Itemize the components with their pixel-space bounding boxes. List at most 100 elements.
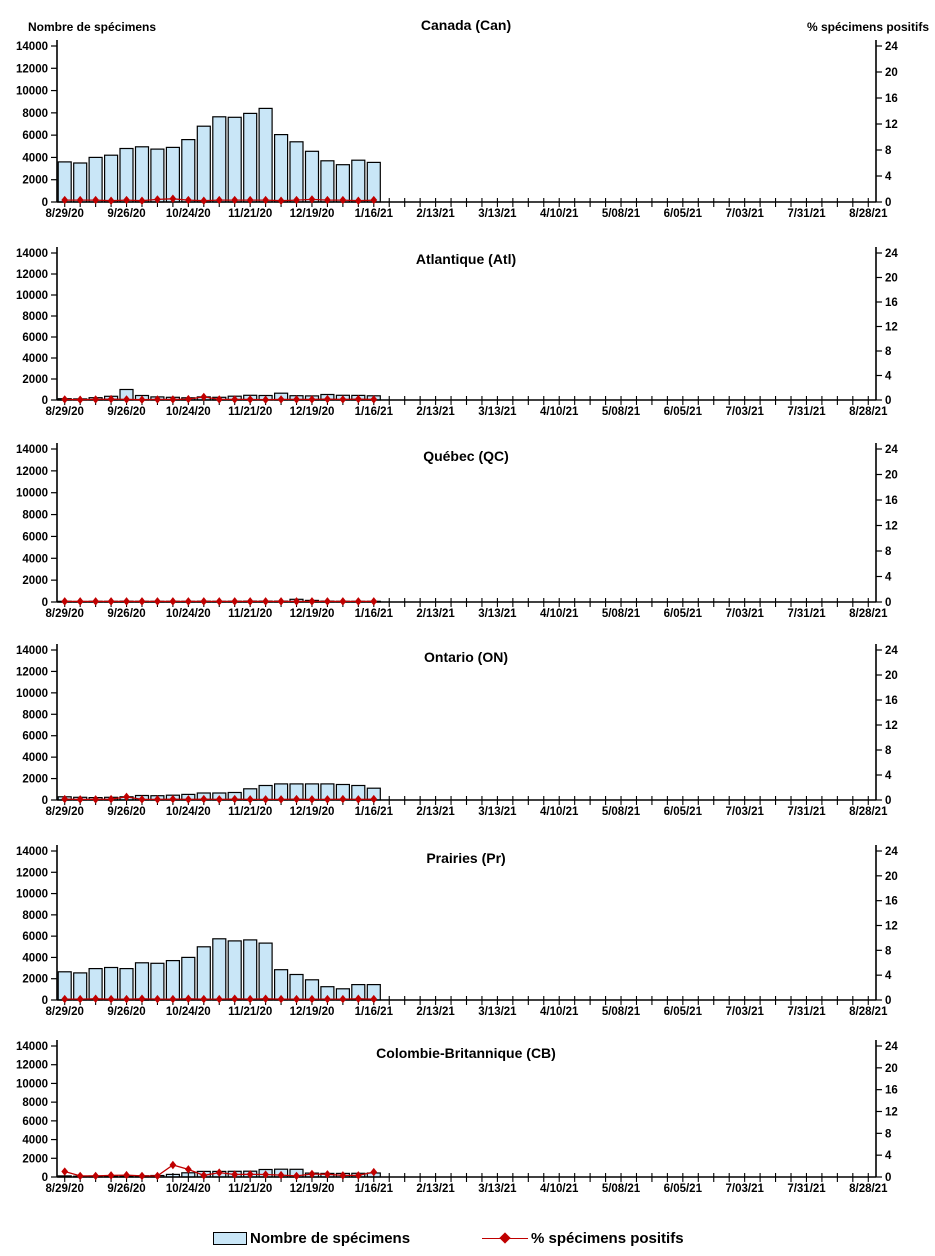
left-axis-tick-label: 6000: [22, 531, 48, 543]
right-axis-tick-label: 4: [885, 970, 892, 982]
diamond-marker-icon: [370, 1167, 378, 1177]
bar: [103, 154, 119, 203]
diamond-marker-icon: [169, 994, 177, 1004]
x-axis-tick-label: 10/24/20: [166, 806, 211, 818]
right-axis-tick-label: 16: [885, 896, 898, 908]
left-axis-tick-label: 2000: [22, 974, 48, 986]
diamond-marker-icon: [154, 1171, 161, 1181]
left-axis-tick-label: 10000: [16, 488, 48, 500]
bar: [289, 141, 304, 203]
diamond-marker-icon: [262, 1170, 270, 1179]
diamond-marker-icon: [123, 1170, 130, 1180]
right-axis-tick-label: 0: [885, 197, 891, 209]
right-axis-tick-label: 20: [885, 273, 898, 285]
right-axis-tick-label: 24: [885, 645, 898, 657]
bar: [258, 107, 273, 203]
diamond-marker-icon: [76, 994, 84, 1004]
x-axis-tick-label: 7/31/21: [787, 806, 826, 818]
bar: [243, 112, 258, 203]
right-axis-tick-label: 4: [885, 572, 892, 584]
left-axis-tick-label: 12000: [16, 269, 48, 281]
diamond-marker-icon: [262, 597, 270, 606]
diamond-marker-icon: [293, 597, 300, 606]
x-axis-tick-label: 8/28/21: [849, 406, 888, 418]
left-axis-tick-label: 0: [42, 395, 48, 407]
left-axis-tick-label: 2000: [22, 175, 48, 187]
diamond-marker-icon: [308, 597, 316, 606]
bar: [181, 139, 196, 203]
right-axis-tick-label: 24: [885, 41, 898, 53]
x-axis-tick-label: 3/13/21: [478, 806, 517, 818]
diamond-marker-icon: [154, 597, 161, 606]
left-axis-tick-label: 8000: [22, 1097, 48, 1109]
right-axis-tick-label: 24: [885, 248, 898, 260]
diamond-marker-icon: [277, 994, 285, 1004]
diamond-marker-icon: [92, 195, 100, 205]
x-axis-tick-label: 7/03/21: [726, 1006, 765, 1018]
left-axis-tick-label: 6000: [22, 731, 48, 743]
right-axis-title: % spécimens positifs: [806, 20, 929, 34]
right-axis-tick-label: 20: [885, 670, 898, 682]
diamond-marker-icon: [308, 795, 316, 804]
diamond-marker-icon: [123, 597, 130, 606]
bar: [304, 150, 320, 203]
x-axis-tick-label: 7/31/21: [787, 208, 826, 220]
diamond-marker-icon: [308, 1169, 316, 1179]
diamond-marker-icon: [339, 1171, 347, 1180]
diamond-marker-icon: [354, 597, 362, 606]
x-axis-tick-label: 12/19/20: [290, 208, 335, 220]
right-axis-tick-label: 12: [885, 521, 898, 533]
right-axis-tick-label: 16: [885, 695, 898, 707]
x-axis-tick-label: 7/03/21: [726, 806, 765, 818]
x-axis-tick-label: 4/10/21: [540, 806, 579, 818]
diamond-marker-icon: [184, 195, 192, 205]
diamond-marker-icon: [200, 1171, 208, 1180]
x-axis-tick-label: 1/16/21: [355, 608, 394, 620]
line-diamond-swatch-icon: [482, 1231, 528, 1245]
diamond-marker-icon: [215, 195, 223, 205]
chart-panel-6: 0 2000 4000 6000 8000 10000 12000 14000 0 4 8 12 16 2…: [16, 1040, 898, 1195]
x-axis-tick-label: 6/05/21: [664, 208, 703, 220]
diamond-marker-icon: [76, 795, 84, 804]
x-axis-tick-label: 7/03/21: [726, 208, 765, 220]
diamond-marker-icon: [107, 994, 115, 1004]
right-axis-tick-label: 16: [885, 93, 898, 105]
diamond-marker-icon: [184, 394, 192, 404]
diamond-marker-icon: [123, 792, 130, 802]
diamond-marker-icon: [339, 395, 347, 404]
diamond-marker-icon: [324, 994, 331, 1004]
left-axis-tick-label: 4000: [22, 1135, 48, 1147]
x-axis-tick-label: 1/16/21: [355, 806, 394, 818]
bar: [134, 146, 150, 203]
left-axis-tick-label: 0: [42, 795, 48, 807]
x-axis-tick-label: 10/24/20: [166, 208, 211, 220]
x-axis-tick-label: 7/03/21: [726, 608, 765, 620]
diamond-marker-icon: [76, 395, 84, 404]
left-axis-tick-label: 14000: [16, 41, 48, 53]
diamond-marker-icon: [215, 597, 223, 606]
x-axis-tick-label: 4/10/21: [540, 406, 579, 418]
right-axis-tick-label: 24: [885, 444, 898, 456]
right-axis-tick-label: 8: [885, 745, 892, 757]
x-axis-tick-label: 3/13/21: [478, 608, 517, 620]
chart-panel-4: 0 2000 4000 6000 8000 10000 12000 14000 0 4 8 12 16 2…: [16, 644, 898, 818]
x-axis-tick-label: 6/05/21: [664, 406, 703, 418]
left-axis-tick-label: 6000: [22, 332, 48, 344]
left-axis-tick-label: 8000: [22, 709, 48, 721]
left-axis-tick-label: 14000: [16, 645, 48, 657]
x-axis-tick-label: 5/08/21: [602, 806, 641, 818]
chart-panel-5: 0 2000 4000 6000 8000 10000 12000 14000 0 4 8 12 16 2…: [16, 845, 898, 1018]
left-axis-tick-label: 14000: [16, 444, 48, 456]
x-axis-tick-label: 8/28/21: [849, 806, 888, 818]
diamond-marker-icon: [200, 597, 208, 606]
left-axis-title: Nombre de spécimens: [28, 20, 157, 34]
right-axis-tick-label: 0: [885, 1172, 891, 1184]
x-axis-tick-label: 8/28/21: [849, 1006, 888, 1018]
diamond-marker-icon: [123, 994, 130, 1004]
diamond-marker-icon: [308, 994, 316, 1004]
legend-item-percent-positive: % spécimens positifs: [482, 1222, 684, 1254]
x-axis-tick-label: 12/19/20: [290, 806, 335, 818]
left-axis-tick-label: 8000: [22, 910, 48, 922]
x-axis-tick-label: 12/19/20: [290, 1183, 335, 1195]
